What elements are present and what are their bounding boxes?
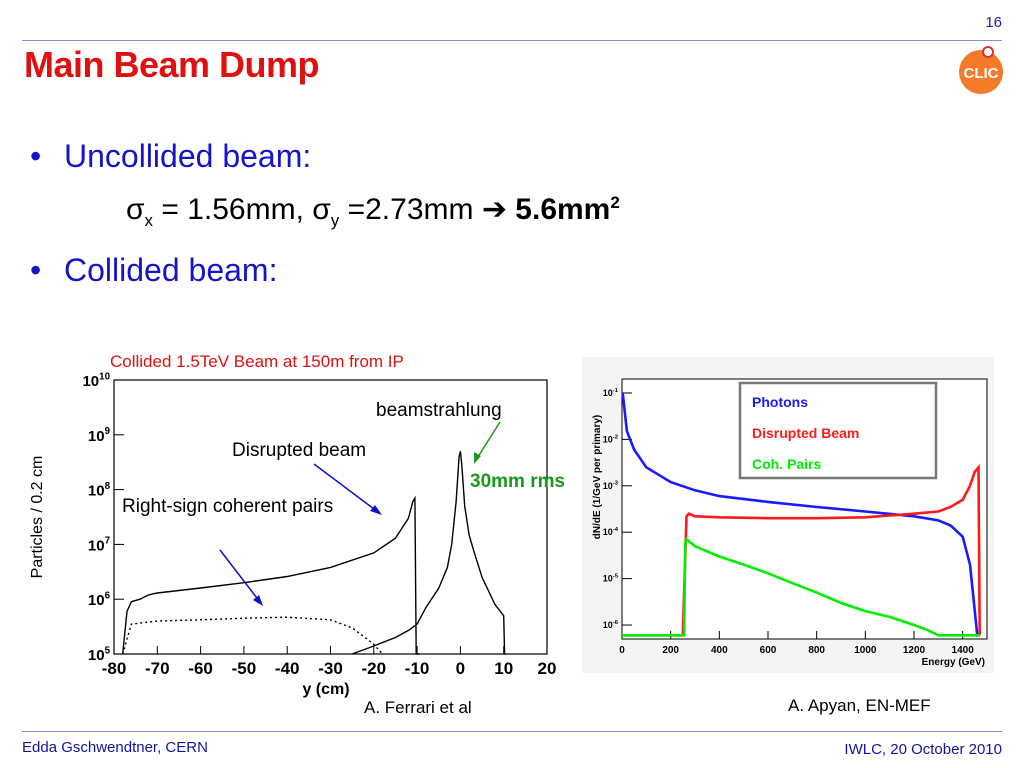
clic-logo: CLIC [959, 46, 1003, 94]
logo-text: CLIC [964, 65, 999, 82]
y-tick-label: 1010 [82, 372, 110, 390]
x-tick-label: 400 [711, 645, 728, 656]
y-subscript: y [330, 211, 340, 230]
x-tick-label: -80 [102, 659, 127, 678]
left-y-axis-label: Particles / 0.2 cm [29, 456, 46, 579]
series-line-0 [122, 495, 420, 655]
series-line-2 [351, 451, 506, 655]
right-legend-box [738, 381, 938, 480]
beamstrahlung-arrow [475, 421, 501, 461]
right-chart-credit: A. Apyan, EN-MEF [788, 696, 931, 715]
x-tick-label: 0 [619, 645, 625, 656]
right-legend: Photons Disrupted Beam Coh. Pairs [752, 394, 859, 472]
legend-entry-0: Photons [752, 394, 808, 410]
x-tick-label: 1400 [952, 645, 975, 656]
y-tick-label: 108 [88, 481, 111, 500]
logo-disc [959, 50, 1003, 94]
slide-title: Main Beam Dump [24, 44, 320, 85]
y-tick-label: 10-6 [603, 620, 619, 630]
bullet-collided: • Collided beam: [30, 252, 277, 289]
x-tick-label: -50 [232, 659, 257, 678]
right-x-axis-label: Energy (GeV) [922, 657, 985, 668]
right-y-tick-labels: 10-6 10-5 10-4 10-3 10-2 10-1 [603, 388, 619, 630]
left-chart-title: Collided 1.5TeV Beam at 150m from IP [110, 352, 404, 371]
sigma-symbol: σ [126, 193, 145, 226]
area-value: 5.6mm [506, 193, 611, 226]
bullet-uncollided: • Uncollided beam: [30, 138, 311, 175]
left-y-tick-labels: 105 106 107 108 109 1010 [82, 372, 110, 664]
legend-entry-2: Coh. Pairs [752, 456, 821, 472]
x-tick-label: 600 [760, 645, 777, 656]
left-x-axis-label: y (cm) [302, 681, 349, 698]
series-line-0 [621, 392, 980, 637]
x-tick-label: 0 [456, 659, 465, 678]
x-tick-label: -60 [188, 659, 213, 678]
y-tick-label: 10-4 [603, 527, 619, 537]
series-line-1 [122, 616, 384, 655]
coherent-pairs-arrowhead [253, 595, 263, 606]
beamstrahlung-label: beamstrahlung [376, 400, 502, 421]
x-tick-label: -40 [275, 659, 300, 678]
y-tick-label: 10-5 [603, 574, 619, 584]
x-tick-label: 20 [538, 659, 557, 678]
area-exponent: 2 [610, 193, 620, 212]
slide-number: 16 [985, 14, 1002, 31]
arrow-icon: ➔ [481, 193, 507, 226]
x-tick-label: -20 [362, 659, 387, 678]
x-tick-label: -10 [405, 659, 430, 678]
series-line-1 [622, 463, 981, 637]
left-x-tick-labels: -80 -70 -60 -50 -40 -30 -20 -10 0 10 20 [102, 659, 557, 678]
right-series-group [621, 392, 981, 637]
bottom-divider [22, 731, 1002, 732]
legend-entry-1: Disrupted Beam [752, 425, 859, 441]
y-tick-label: 106 [88, 590, 111, 609]
sigma-formula: σx = 1.56mm, σy =2.73mm ➔ 5.6mm2 [126, 192, 620, 231]
left-chart-credit: A. Ferrari et al [364, 698, 472, 717]
x-tick-label: -70 [145, 659, 170, 678]
y-tick-label: 10-1 [603, 388, 619, 398]
footer-event: IWLC, 20 October 2010 [844, 741, 1002, 758]
left-axis-ticks [113, 379, 548, 655]
x-tick-label: 1000 [854, 645, 877, 656]
disrupted-beam-arrowhead [370, 505, 382, 515]
top-divider [22, 40, 1002, 41]
y-tick-label: 105 [88, 645, 111, 664]
coherent-pairs-label: Right-sign coherent pairs [122, 496, 333, 517]
rms-label: 30mm rms [470, 471, 564, 492]
x-tick-label: 200 [662, 645, 679, 656]
y-tick-label: 107 [88, 536, 110, 555]
x-tick-label: -30 [318, 659, 343, 678]
logo-dot [982, 46, 994, 58]
y-value: =2.73mm [339, 193, 482, 226]
right-x-tick-labels: 0 200 400 600 800 1000 1200 1400 [619, 645, 974, 656]
bullet-dot: • [30, 138, 42, 174]
footer-author: Edda Gschwendtner, CERN [22, 739, 208, 756]
y-tick-label: 10-3 [603, 481, 619, 491]
coherent-pairs-arrow [219, 549, 261, 603]
x-tick-label: 800 [808, 645, 825, 656]
bullet-text: Collided beam: [64, 252, 278, 288]
right-chart: 10-6 10-5 10-4 10-3 10-2 10-1 0 200 400 600 800 10… [592, 378, 988, 668]
bullet-text: Uncollided beam: [64, 138, 312, 174]
left-chart: 105 106 107 108 109 1010 -80 -70 -60 -50 -40 -30 -2… [29, 372, 564, 698]
y-tick-label: 109 [88, 426, 111, 445]
disrupted-beam-arrow [313, 463, 379, 513]
x-tick-label: 10 [494, 659, 513, 678]
right-y-axis-label: dN/dE (1/GeV per primary) [592, 415, 603, 539]
bullet-dot: • [30, 252, 42, 288]
disrupted-beam-label: Disrupted beam [232, 440, 366, 461]
left-series-group [122, 451, 506, 655]
y-tick-label: 10-2 [603, 434, 619, 444]
x-value: = 1.56mm, [153, 193, 313, 226]
beamstrahlung-arrowhead [474, 452, 481, 464]
sigma-symbol: σ [312, 193, 331, 226]
left-plot-frame [113, 379, 548, 655]
series-line-2 [622, 537, 980, 637]
area-result: 5.6mm2 [507, 193, 620, 226]
x-subscript: x [144, 211, 154, 230]
x-tick-label: 1200 [903, 645, 926, 656]
